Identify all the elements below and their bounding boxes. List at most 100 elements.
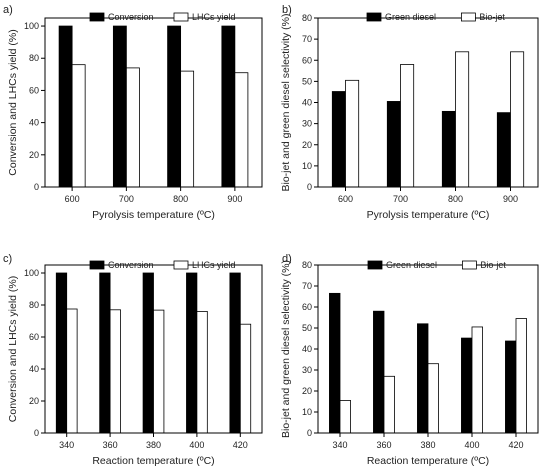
x-tick-label: 900 (503, 194, 518, 204)
bar-series1 (461, 337, 473, 434)
y-axis-label: Bio-jet and green diesel selectivity (%) (280, 14, 292, 192)
x-tick-label: 340 (332, 440, 347, 450)
bar-series1 (142, 272, 154, 434)
y-tick-label: 40 (29, 118, 39, 128)
bar-series2 (400, 64, 415, 188)
bar-series1 (112, 25, 127, 188)
legend-swatch (89, 12, 105, 22)
x-tick-label: 360 (103, 440, 118, 450)
x-tick-label: 380 (420, 440, 435, 450)
y-tick-label: 20 (302, 140, 312, 150)
x-tick-label: 600 (65, 194, 80, 204)
y-tick-label: 80 (29, 300, 39, 310)
bar-series1 (229, 272, 241, 434)
legend-swatch (366, 12, 382, 22)
bar-series2 (339, 400, 351, 434)
x-tick-label: 800 (448, 194, 463, 204)
y-tick-label: 40 (302, 344, 312, 354)
bar-series2 (109, 309, 121, 434)
bar-series1 (417, 323, 429, 434)
y-tick-label: 60 (302, 55, 312, 65)
y-tick-label: 70 (302, 34, 312, 44)
y-tick-label: 80 (302, 13, 312, 23)
y-tick-label: 0 (34, 182, 39, 192)
y-axis-label: Bio-jet and green diesel selectivity (%) (280, 260, 292, 438)
legend-swatch (461, 260, 477, 270)
y-tick-label: 30 (302, 365, 312, 375)
y-tick-label: 60 (29, 85, 39, 95)
y-tick-label: 10 (302, 407, 312, 417)
x-tick-label: 420 (508, 440, 523, 450)
bar-series1 (329, 292, 341, 434)
x-tick-label: 400 (464, 440, 479, 450)
bar-series2 (71, 64, 86, 188)
bar-series2 (510, 51, 525, 188)
y-tick-label: 20 (302, 386, 312, 396)
x-tick-label: 700 (393, 194, 408, 204)
legend-swatch (460, 12, 476, 22)
plot-frame (44, 17, 263, 188)
x-tick-label: 800 (173, 194, 188, 204)
y-tick-label: 60 (29, 332, 39, 342)
legend-swatch (173, 12, 189, 22)
bar-series2 (427, 363, 439, 434)
legend-label: LHCs yield (192, 12, 236, 22)
x-axis-label: Pyrolysis temperature (ºC) (367, 209, 490, 221)
y-tick-label: 0 (307, 182, 312, 192)
y-axis-label: Conversion and LHCs yield (%) (7, 276, 19, 422)
y-tick-label: 40 (29, 364, 39, 374)
bar-series1 (496, 112, 511, 188)
bar-series2 (383, 375, 395, 434)
x-tick-label: 600 (338, 194, 353, 204)
bar-series2 (234, 72, 249, 188)
y-tick-label: 100 (24, 21, 39, 31)
y-tick-label: 20 (29, 396, 39, 406)
bar-series2 (239, 323, 252, 434)
x-tick-label: 700 (119, 194, 134, 204)
y-tick-label: 80 (29, 53, 39, 63)
legend-label: Conversion (108, 12, 154, 22)
bar-series2 (345, 79, 360, 188)
chart-panel-2: b) 0 10 20 30 40 50 60 70 80 600 700 800 900 Pyrolysis… (280, 4, 539, 221)
bar-series2 (125, 67, 140, 188)
bar-series1 (441, 110, 456, 188)
y-tick-label: 60 (302, 302, 312, 312)
y-tick-label: 70 (302, 281, 312, 291)
legend-swatch (89, 260, 105, 270)
bar-series1 (505, 340, 517, 434)
bar-series1 (331, 91, 346, 188)
bar-series1 (221, 25, 236, 188)
x-tick-label: 340 (59, 440, 74, 450)
bar-series2 (515, 318, 527, 434)
chart-panel-4: d) 0 10 20 30 40 50 60 70 80 340 360 380 400 420 Reacti… (280, 253, 539, 467)
x-tick-label: 900 (227, 194, 242, 204)
y-tick-label: 50 (302, 76, 312, 86)
bar-series2 (455, 51, 470, 188)
panel-letter: d) (282, 253, 292, 265)
chart-panel-3: c) 0 20 40 60 80 100 340 360 380 400 420 Reaction te… (3, 253, 263, 467)
panel-letter: b) (282, 4, 292, 16)
x-tick-label: 420 (233, 440, 248, 450)
y-tick-label: 10 (302, 161, 312, 171)
x-tick-label: 380 (146, 440, 161, 450)
y-tick-label: 40 (302, 98, 312, 108)
bar-series2 (153, 309, 165, 434)
panel-letter: a) (3, 4, 13, 16)
legend-label: Conversion (108, 260, 154, 270)
y-tick-label: 30 (302, 119, 312, 129)
y-tick-label: 0 (34, 428, 39, 438)
bar-series1 (186, 272, 198, 434)
bar-series1 (58, 25, 73, 188)
legend-label: Bio-jet (479, 12, 505, 22)
y-tick-label: 20 (29, 150, 39, 160)
x-tick-label: 400 (189, 440, 204, 450)
bar-series2 (180, 70, 195, 188)
y-axis-label: Conversion and LHCs yield (%) (7, 29, 19, 175)
y-tick-label: 80 (302, 260, 312, 270)
legend-label: Green diesel (386, 260, 437, 270)
bar-series2 (196, 310, 208, 434)
y-tick-label: 0 (307, 428, 312, 438)
legend-label: LHCs yield (192, 260, 236, 270)
legend-label: Bio-jet (480, 260, 506, 270)
